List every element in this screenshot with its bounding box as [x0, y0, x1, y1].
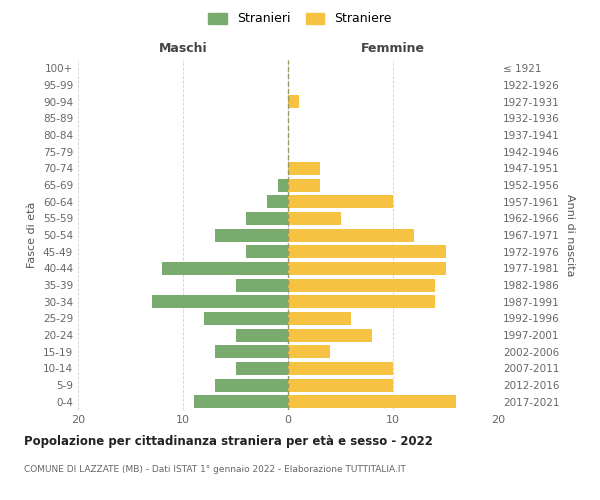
Bar [277, 178, 288, 192]
Bar [288, 395, 456, 408]
Bar [288, 278, 435, 291]
Text: COMUNE DI LAZZATE (MB) - Dati ISTAT 1° gennaio 2022 - Elaborazione TUTTITALIA.IT: COMUNE DI LAZZATE (MB) - Dati ISTAT 1° g… [24, 465, 406, 474]
Bar [151, 295, 288, 308]
Bar [288, 245, 445, 258]
Bar [204, 312, 288, 325]
Bar [288, 362, 393, 375]
Bar [288, 95, 299, 108]
Bar [288, 162, 320, 175]
Bar [288, 328, 372, 342]
Bar [267, 195, 288, 208]
Bar [288, 378, 393, 392]
Y-axis label: Fasce di età: Fasce di età [28, 202, 37, 268]
Bar [288, 178, 320, 192]
Legend: Stranieri, Straniere: Stranieri, Straniere [205, 8, 395, 29]
Bar [235, 362, 288, 375]
Text: Popolazione per cittadinanza straniera per età e sesso - 2022: Popolazione per cittadinanza straniera p… [24, 435, 433, 448]
Text: Femmine: Femmine [361, 42, 425, 55]
Bar [235, 278, 288, 291]
Bar [288, 262, 445, 275]
Bar [246, 212, 288, 225]
Bar [235, 328, 288, 342]
Bar [288, 295, 435, 308]
Bar [215, 378, 288, 392]
Text: Maschi: Maschi [158, 42, 208, 55]
Y-axis label: Anni di nascita: Anni di nascita [565, 194, 575, 276]
Bar [162, 262, 288, 275]
Bar [288, 312, 351, 325]
Bar [288, 195, 393, 208]
Bar [215, 228, 288, 241]
Bar [288, 345, 330, 358]
Bar [288, 228, 414, 241]
Bar [246, 245, 288, 258]
Bar [193, 395, 288, 408]
Bar [288, 212, 341, 225]
Bar [215, 345, 288, 358]
